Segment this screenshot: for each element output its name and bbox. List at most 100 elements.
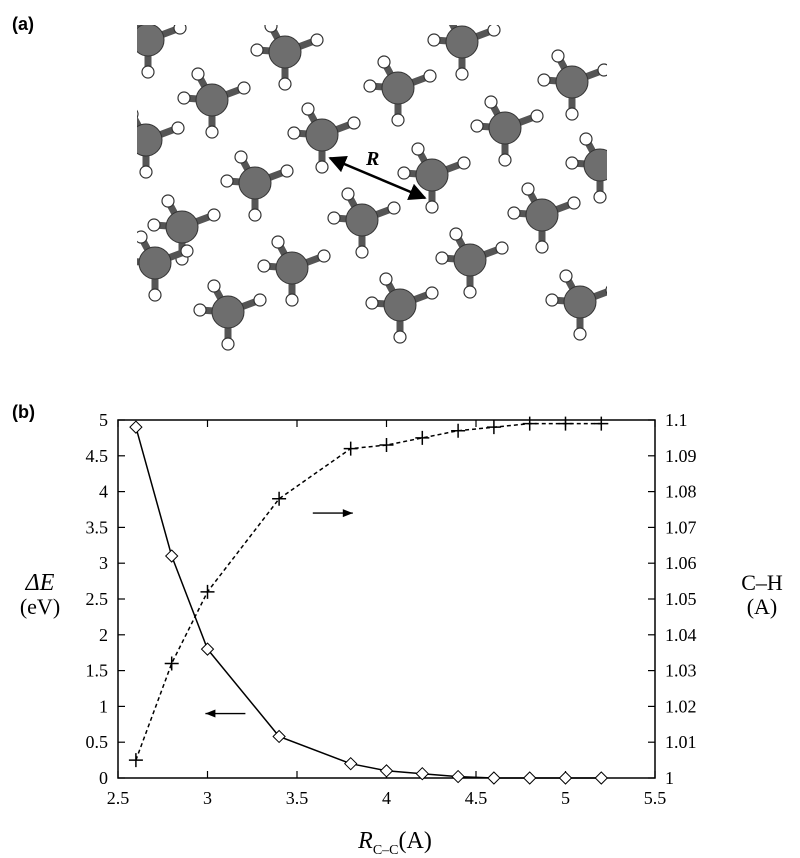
diamond-marker <box>272 729 286 744</box>
hydrogen-atom <box>139 165 153 179</box>
carbon-atom <box>445 25 479 59</box>
y-right-tick-label: 1.04 <box>665 625 697 645</box>
plus-marker <box>343 441 358 456</box>
methane-lattice-illustration: R <box>137 25 607 351</box>
hydrogen-atom <box>347 116 361 130</box>
y-left-axis-title: ΔE <box>25 570 55 596</box>
carbon-atom <box>305 118 339 152</box>
hydrogen-atom <box>498 153 512 167</box>
carbon-atom <box>268 35 302 69</box>
y-right-tick-label: 1.1 <box>665 410 688 430</box>
carbon-atom <box>488 111 522 145</box>
x-tick-label: 2.5 <box>107 788 130 808</box>
arrow-right-head <box>342 509 353 518</box>
hydrogen-atom <box>180 244 194 258</box>
x-axis-title: RC–C(A) <box>357 828 432 858</box>
methane-molecule <box>220 150 294 222</box>
hydrogen-atom <box>148 288 162 302</box>
hydrogen-atom <box>363 79 377 93</box>
y-right-tick-label: 1.01 <box>665 732 697 752</box>
y-right-tick-label: 1.08 <box>665 482 697 502</box>
hydrogen-atom <box>559 269 573 283</box>
distance-arrow <box>328 156 427 200</box>
methane-molecule <box>147 194 221 266</box>
y-left-tick-label: 0.5 <box>86 732 109 752</box>
hydrogen-atom <box>597 63 607 77</box>
diamond-marker <box>379 764 394 778</box>
hydrogen-atom <box>573 327 587 341</box>
hydrogen-atom <box>253 293 267 307</box>
diamond-marker <box>487 771 501 785</box>
hydrogen-atom <box>221 337 235 351</box>
hydrogen-atom <box>449 227 463 241</box>
hydrogen-atom <box>327 211 341 225</box>
hydrogen-atom <box>425 200 439 214</box>
methane-molecule <box>137 230 194 302</box>
hydrogen-atom <box>355 245 369 259</box>
diamond-marker <box>129 420 143 434</box>
hydrogen-atom <box>234 150 248 164</box>
y-right-tick-label: 1.07 <box>665 517 697 537</box>
hydrogen-atom <box>545 293 559 307</box>
hydrogen-atom <box>177 91 191 105</box>
y-right-axis-title: C–H <box>741 570 783 595</box>
methane-molecule <box>177 67 251 139</box>
y-left-tick-label: 2.5 <box>86 589 109 609</box>
plus-marker <box>164 656 179 671</box>
hydrogen-atom <box>565 107 579 121</box>
carbon-atom <box>555 65 589 99</box>
hydrogen-atom <box>425 286 439 300</box>
methane-molecule <box>287 102 361 174</box>
methane-molecule <box>257 235 331 307</box>
hydrogen-atom <box>137 230 148 244</box>
arrow-left-head <box>205 709 216 718</box>
x-axis-title-unit: (A) <box>399 828 432 854</box>
hydrogen-atom <box>237 81 251 95</box>
y-left-tick-label: 0 <box>99 768 108 788</box>
hydrogen-atom <box>257 259 271 273</box>
y-right-axis-unit: (A) <box>747 594 778 619</box>
hydrogen-atom <box>207 208 221 222</box>
methane-molecule <box>137 109 185 179</box>
hydrogen-atom <box>137 109 139 119</box>
hydrogen-atom <box>411 142 425 156</box>
hydrogen-atom <box>278 77 292 91</box>
hydrogen-atom <box>530 109 544 123</box>
carbon-atom <box>381 71 415 105</box>
plot-frame <box>117 419 656 779</box>
diamond-marker <box>164 549 179 563</box>
plus-marker <box>558 416 573 431</box>
plus-marker <box>594 416 609 431</box>
hydrogen-atom <box>191 67 205 81</box>
hydrogen-atom <box>391 113 405 127</box>
plus-marker <box>272 491 287 506</box>
diamond-marker <box>522 771 537 785</box>
x-tick-label: 3 <box>203 788 212 808</box>
carbon-atom <box>138 246 172 280</box>
hydrogen-atom <box>264 25 278 33</box>
hydrogen-atom <box>377 55 391 69</box>
carbon-atom <box>195 83 229 117</box>
carbon-atom <box>383 288 417 322</box>
hydrogen-atom <box>487 25 501 37</box>
hydrogen-atom <box>310 33 324 47</box>
x-tick-label: 5.5 <box>644 788 667 808</box>
methane-molecule <box>507 182 581 254</box>
hydrogen-atom <box>315 160 329 174</box>
hydrogen-atom <box>495 241 509 255</box>
hydrogen-atom <box>427 33 441 47</box>
hydrogen-atom <box>205 125 219 139</box>
hydrogen-atom <box>193 303 207 317</box>
y-right-tick-label: 1.02 <box>665 696 697 716</box>
carbon-atom <box>345 203 379 237</box>
carbon-atom <box>275 251 309 285</box>
hydrogen-atom <box>484 95 498 109</box>
methane-molecule <box>193 279 267 351</box>
series-line-left <box>135 426 602 779</box>
methane-molecule <box>470 95 544 167</box>
methane-molecule <box>137 25 187 79</box>
hydrogen-atom <box>565 156 579 170</box>
y-left-tick-label: 3 <box>99 553 108 573</box>
plus-marker <box>128 753 143 768</box>
